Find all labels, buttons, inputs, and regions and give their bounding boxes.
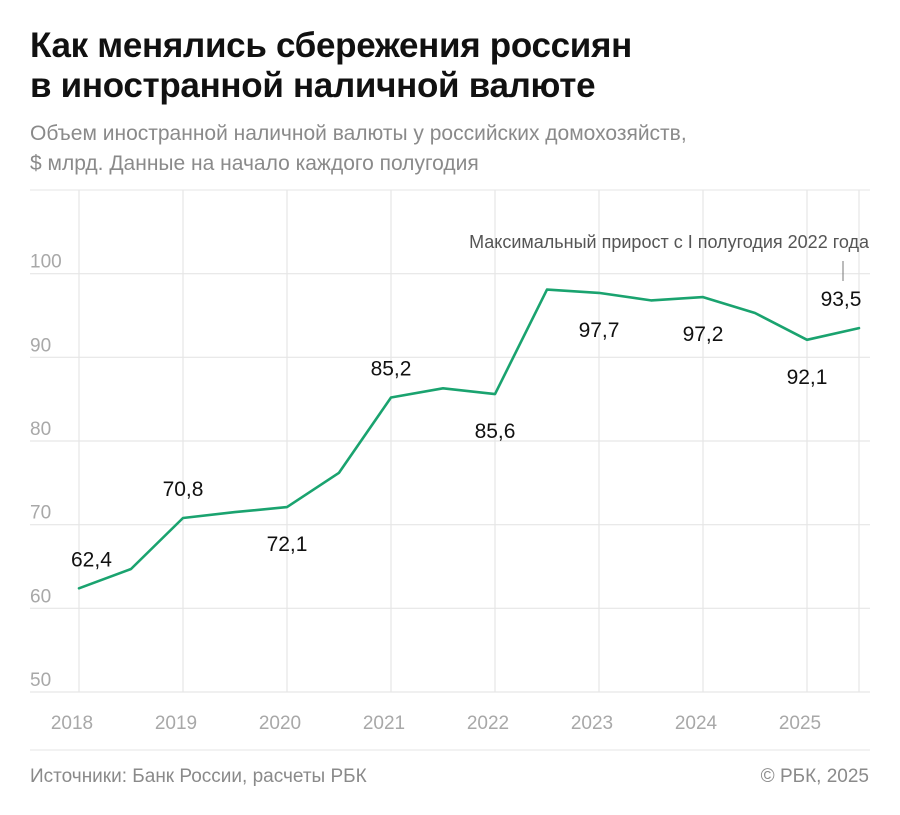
data-label: 97,7 bbox=[579, 319, 620, 342]
data-label: 85,6 bbox=[475, 420, 516, 443]
y-tick-label: 70 bbox=[30, 503, 51, 524]
source-note: Источники: Банк России, расчеты РБК bbox=[30, 766, 367, 787]
data-label: 62,4 bbox=[71, 548, 112, 571]
chart-title-line2: в иностранной наличной валюте bbox=[30, 66, 596, 105]
chart-subtitle: Объем иностранной наличной валюты у росс… bbox=[30, 119, 870, 179]
y-tick-label: 100 bbox=[30, 252, 62, 273]
data-label: 70,8 bbox=[163, 478, 204, 501]
y-tick-label: 60 bbox=[30, 586, 51, 607]
data-label: 93,5 bbox=[821, 288, 862, 311]
chart-subtitle-line1: Объем иностранной наличной валюты у росс… bbox=[30, 122, 687, 145]
chart-subtitle-line2: $ млрд. Данные на начало каждого полугод… bbox=[30, 152, 479, 175]
x-tick-label: 2023 bbox=[571, 713, 613, 734]
x-tick-label: 2018 bbox=[51, 713, 93, 734]
data-label: 97,2 bbox=[683, 323, 724, 346]
x-tick-label: 2022 bbox=[467, 713, 509, 734]
chart-title-line1: Как менялись сбережения россиян bbox=[30, 26, 632, 65]
data-label: 72,1 bbox=[267, 533, 308, 556]
data-label: 92,1 bbox=[787, 366, 828, 389]
data-label: 85,2 bbox=[371, 357, 412, 380]
copyright-note: © РБК, 2025 bbox=[760, 766, 869, 787]
x-tick-label: 2019 bbox=[155, 713, 197, 734]
y-tick-label: 80 bbox=[30, 419, 51, 440]
x-tick-label: 2020 bbox=[259, 713, 301, 734]
x-tick-label: 2021 bbox=[363, 713, 405, 734]
y-tick-label: 50 bbox=[30, 670, 51, 691]
series-line bbox=[77, 288, 861, 590]
y-tick-label: 90 bbox=[30, 335, 51, 356]
x-tick-label: 2024 bbox=[675, 713, 718, 734]
x-tick-label: 2025 bbox=[779, 713, 821, 734]
chart-title: Как менялись сбережения россиян в иностр… bbox=[30, 26, 870, 106]
annotation-text: Максимальный прирост с I полугодия 2022 … bbox=[469, 232, 870, 252]
